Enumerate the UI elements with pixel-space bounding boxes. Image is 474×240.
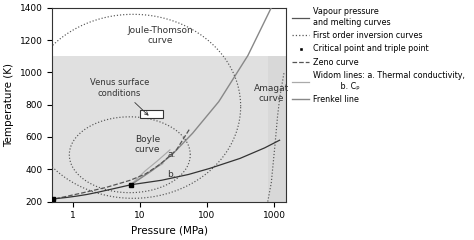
Text: Amagat
curve: Amagat curve xyxy=(254,84,289,103)
Bar xyxy=(53,8,286,56)
Text: Boyle
curve: Boyle curve xyxy=(135,135,160,154)
Text: Joule-Thomson
curve: Joule-Thomson curve xyxy=(127,26,193,45)
Bar xyxy=(268,8,286,202)
X-axis label: Pressure (MPa): Pressure (MPa) xyxy=(131,226,208,236)
Text: Venus surface
conditions: Venus surface conditions xyxy=(90,78,149,115)
Bar xyxy=(140,110,163,118)
Legend: Vapour pressure
and melting curves, First order inversion curves, Critical point: Vapour pressure and melting curves, Firs… xyxy=(288,4,468,107)
Y-axis label: Temperature (K): Temperature (K) xyxy=(4,63,14,147)
Text: a.: a. xyxy=(168,150,176,159)
Text: b.: b. xyxy=(168,170,176,179)
